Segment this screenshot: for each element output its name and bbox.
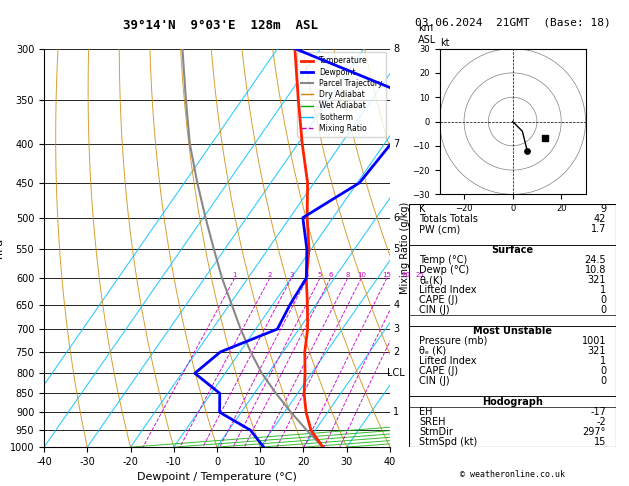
Text: CAPE (J): CAPE (J) xyxy=(420,366,459,376)
Text: 24.5: 24.5 xyxy=(584,255,606,265)
Text: Most Unstable: Most Unstable xyxy=(473,326,552,336)
Text: Surface: Surface xyxy=(492,244,533,255)
Text: 0: 0 xyxy=(600,295,606,305)
Text: Mixing Ratio (g/kg): Mixing Ratio (g/kg) xyxy=(401,202,410,294)
Text: Totals Totals: Totals Totals xyxy=(420,214,478,225)
Text: 03.06.2024  21GMT  (Base: 18): 03.06.2024 21GMT (Base: 18) xyxy=(415,17,611,27)
Text: 4: 4 xyxy=(305,272,309,278)
Text: 0: 0 xyxy=(600,305,606,315)
Text: Lifted Index: Lifted Index xyxy=(420,285,477,295)
Text: km
ASL: km ASL xyxy=(418,23,436,45)
Text: -2: -2 xyxy=(596,417,606,427)
Text: LCL: LCL xyxy=(387,368,405,378)
Text: 297°: 297° xyxy=(582,427,606,437)
Text: 8: 8 xyxy=(393,44,399,53)
X-axis label: Dewpoint / Temperature (°C): Dewpoint / Temperature (°C) xyxy=(137,472,297,483)
Text: Lifted Index: Lifted Index xyxy=(420,356,477,366)
Text: Temp (°C): Temp (°C) xyxy=(420,255,467,265)
Text: θₑ(K): θₑ(K) xyxy=(420,275,443,285)
Text: 39°14'N  9°03'E  128m  ASL: 39°14'N 9°03'E 128m ASL xyxy=(123,19,318,33)
Point xyxy=(522,147,532,155)
Text: CIN (J): CIN (J) xyxy=(420,305,450,315)
Text: StmDir: StmDir xyxy=(420,427,453,437)
Text: 6: 6 xyxy=(393,213,399,223)
Text: θₑ (K): θₑ (K) xyxy=(420,346,447,356)
Text: 4: 4 xyxy=(393,299,399,310)
Text: StmSpd (kt): StmSpd (kt) xyxy=(420,437,477,447)
Text: 9: 9 xyxy=(600,204,606,214)
Text: 3: 3 xyxy=(393,324,399,334)
Text: -17: -17 xyxy=(590,407,606,417)
Legend: Temperature, Dewpoint, Parcel Trajectory, Dry Adiabat, Wet Adiabat, Isotherm, Mi: Temperature, Dewpoint, Parcel Trajectory… xyxy=(298,52,386,137)
Text: SREH: SREH xyxy=(420,417,446,427)
Text: Hodograph: Hodograph xyxy=(482,397,543,407)
Text: K: K xyxy=(420,204,426,214)
Text: 10.8: 10.8 xyxy=(585,265,606,275)
Text: 5: 5 xyxy=(318,272,322,278)
Text: EH: EH xyxy=(420,407,433,417)
Text: Dewp (°C): Dewp (°C) xyxy=(420,265,469,275)
Text: 5: 5 xyxy=(393,244,399,254)
Point xyxy=(540,134,550,142)
Text: 3: 3 xyxy=(289,272,294,278)
Text: Pressure (mb): Pressure (mb) xyxy=(420,336,487,346)
Text: 1: 1 xyxy=(600,285,606,295)
Text: 15: 15 xyxy=(382,272,391,278)
Text: 42: 42 xyxy=(594,214,606,225)
Text: 1: 1 xyxy=(393,407,399,417)
Text: 2: 2 xyxy=(393,347,399,357)
Y-axis label: hPa: hPa xyxy=(0,238,4,258)
Text: 1: 1 xyxy=(600,356,606,366)
Text: 321: 321 xyxy=(587,275,606,285)
Text: 321: 321 xyxy=(587,346,606,356)
Text: © weatheronline.co.uk: © weatheronline.co.uk xyxy=(460,469,565,479)
Text: CIN (J): CIN (J) xyxy=(420,376,450,386)
Text: 0: 0 xyxy=(600,366,606,376)
Text: kt: kt xyxy=(440,38,449,48)
Text: 8: 8 xyxy=(345,272,350,278)
Text: 15: 15 xyxy=(594,437,606,447)
Text: 6: 6 xyxy=(328,272,333,278)
Text: 25: 25 xyxy=(416,272,425,278)
Text: PW (cm): PW (cm) xyxy=(420,225,460,234)
Text: 0: 0 xyxy=(600,376,606,386)
Text: 7: 7 xyxy=(393,139,399,149)
Text: 10: 10 xyxy=(357,272,366,278)
Text: 20: 20 xyxy=(401,272,410,278)
Text: 2: 2 xyxy=(267,272,272,278)
Text: 1: 1 xyxy=(233,272,237,278)
Text: 1.7: 1.7 xyxy=(591,225,606,234)
Text: CAPE (J): CAPE (J) xyxy=(420,295,459,305)
Text: 1001: 1001 xyxy=(582,336,606,346)
